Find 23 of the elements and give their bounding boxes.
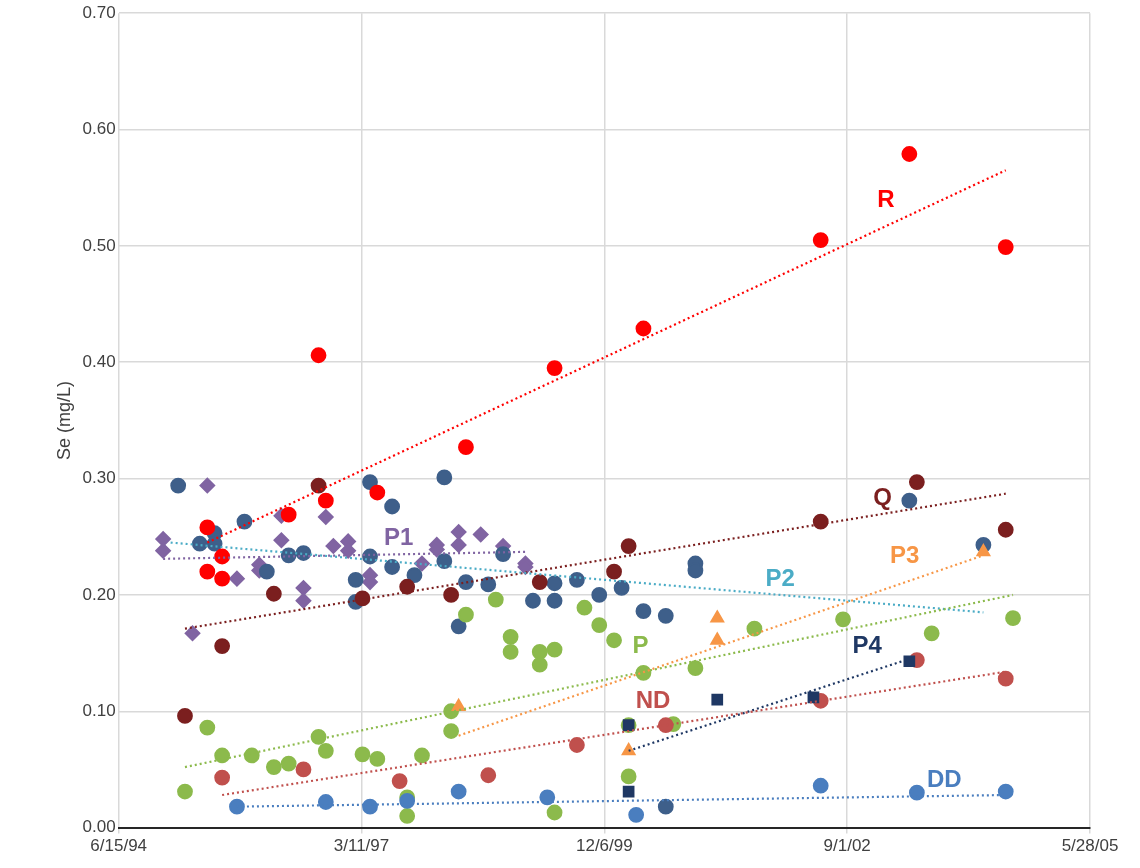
- x-tick-label: 6/15/94: [90, 836, 148, 856]
- series-label: DD: [926, 764, 962, 792]
- x-tick-label: 12/6/99: [575, 836, 633, 856]
- y-tick-label: 0.30: [82, 468, 116, 488]
- y-tick-label: 0.40: [82, 351, 116, 371]
- y-tick-label: 0.60: [82, 119, 116, 139]
- y-axis-title: Se (mg/L): [53, 380, 74, 460]
- series-label: Q: [873, 482, 892, 510]
- series-label: P: [632, 631, 649, 659]
- series-label: ND: [635, 685, 671, 713]
- series-label: P1: [383, 522, 414, 550]
- y-tick-label: 0.50: [82, 235, 116, 255]
- y-tick-label: 0.10: [82, 700, 116, 720]
- y-tick-label: 0.70: [82, 2, 116, 22]
- x-tick-label: 9/1/02: [823, 836, 871, 856]
- series-label: P2: [765, 563, 795, 591]
- series-label: P4: [852, 631, 883, 659]
- series-label: R: [877, 184, 895, 212]
- y-tick-label: 0.00: [82, 817, 116, 837]
- x-tick-label: 3/11/97: [333, 836, 390, 856]
- series-label: P3: [890, 541, 920, 569]
- y-tick-label: 0.20: [82, 584, 116, 604]
- x-tick-label: 5/28/05: [1061, 836, 1119, 856]
